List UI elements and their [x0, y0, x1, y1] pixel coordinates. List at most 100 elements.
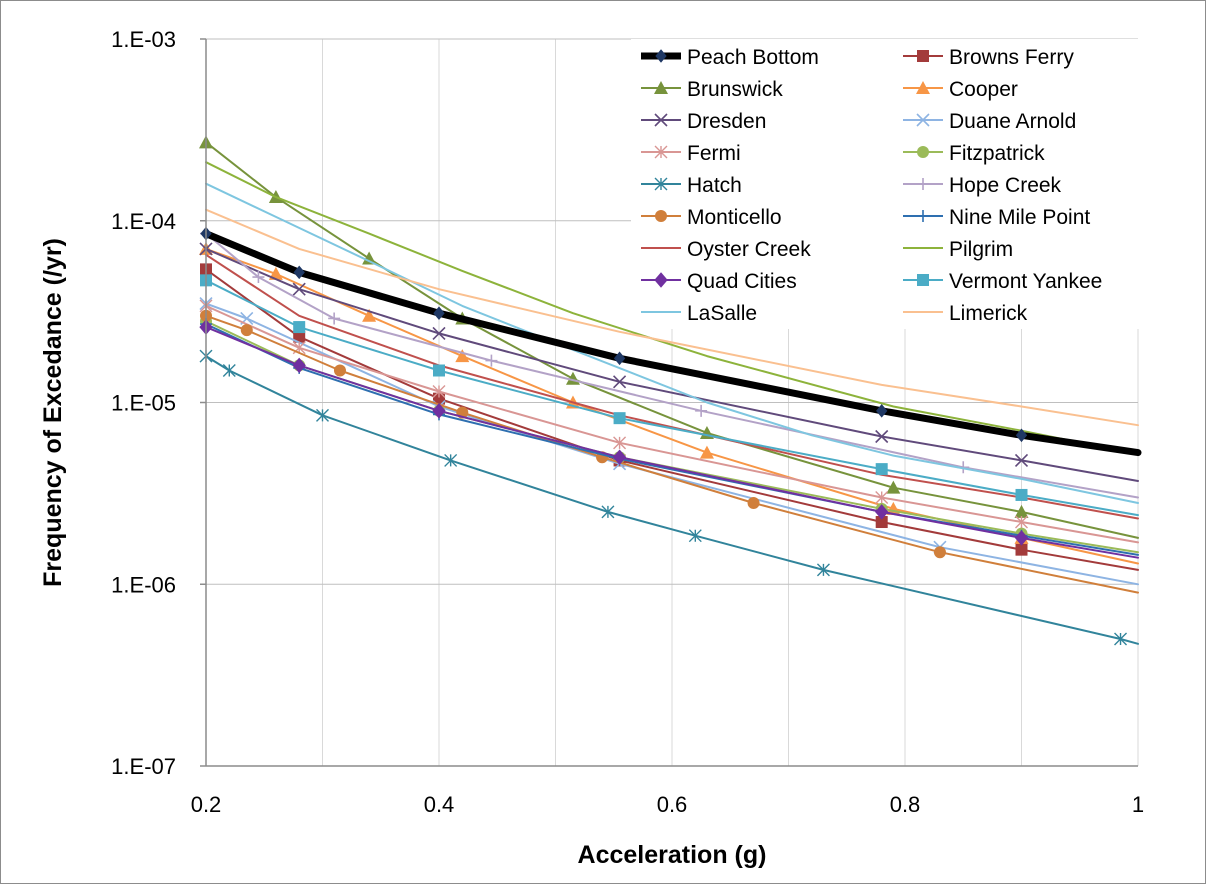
legend-label: Hatch [687, 174, 742, 197]
data-point [875, 429, 889, 444]
series-nine-mile-point [200, 318, 1139, 556]
legend-entry-browns-ferry: Browns Ferry [903, 46, 1074, 69]
series-quad-cities [199, 319, 1139, 559]
data-point [432, 326, 446, 340]
data-point [433, 306, 445, 320]
legend-entry-limerick: Limerick [903, 302, 1028, 325]
y-tick-label: 1.E-04 [111, 209, 176, 234]
legend-swatch-marker [654, 145, 668, 159]
data-point [875, 504, 889, 520]
legend-label: Browns Ferry [949, 46, 1074, 69]
data-point [816, 563, 830, 577]
legend-swatch-marker [654, 272, 668, 288]
data-point [1014, 453, 1029, 467]
data-point [613, 412, 626, 425]
legend-label: LaSalle [687, 302, 757, 325]
legend-entry-lasalle: LaSalle [641, 302, 757, 325]
data-point [222, 364, 236, 377]
series-line-duane-arnold [205, 302, 1139, 586]
data-point [292, 357, 306, 374]
legend-label: Quad Cities [687, 270, 797, 293]
legend-entry-oyster-creek: Oyster Creek [641, 238, 811, 261]
data-point [252, 271, 265, 284]
data-point [933, 546, 946, 559]
x-tick-label: 0.8 [890, 792, 921, 817]
x-tick-label: 0.6 [657, 792, 688, 817]
data-point [293, 265, 305, 280]
series-lasalle [205, 182, 1139, 504]
legend-entry-monticello: Monticello [641, 206, 782, 229]
data-point [362, 251, 377, 265]
data-point [876, 404, 888, 418]
legend-entry-cooper: Cooper [903, 78, 1018, 101]
legend-swatch-marker [917, 146, 929, 158]
data-point [455, 349, 470, 363]
legend-swatch-marker [917, 210, 929, 222]
data-point [613, 375, 627, 389]
data-point [433, 364, 445, 377]
legend-swatch-marker [917, 178, 929, 190]
y-axis-title: Frequency of Excedance (/yr) [39, 238, 67, 587]
legend-label: Fermi [687, 142, 741, 165]
legend-entry-dresden: Dresden [641, 110, 766, 133]
legend-label: Limerick [949, 302, 1028, 325]
data-point [485, 354, 498, 367]
x-tick-label: 0.2 [191, 792, 222, 817]
data-point [612, 449, 627, 465]
legend-label: Cooper [949, 78, 1018, 101]
legend-swatch-marker [654, 81, 668, 94]
data-point [433, 392, 445, 405]
legend-entry-pilgrim: Pilgrim [903, 238, 1013, 261]
legend-entry-hope-creek: Hope Creek [903, 174, 1062, 197]
legend: Peach Bottom Browns Ferry Brunswick Cooper D… [631, 39, 1139, 329]
series-pilgrim [205, 161, 1139, 456]
data-point [613, 351, 626, 366]
legend-label: Fitzpatrick [949, 142, 1045, 165]
y-tick-label: 1.E-07 [111, 754, 176, 779]
data-point [1015, 543, 1028, 556]
data-point [1014, 504, 1029, 518]
legend-swatch-marker [917, 50, 929, 62]
legend-label: Oyster Creek [687, 238, 811, 261]
legend-label: Monticello [687, 206, 782, 229]
data-point [293, 321, 306, 334]
series-vermont-yankee [200, 274, 1139, 517]
data-point [1014, 530, 1029, 546]
y-tick-label: 1.E-06 [111, 572, 176, 597]
legend-entry-hatch: Hatch [641, 174, 742, 197]
legend-entry-duane-arnold: Duane Arnold [903, 110, 1076, 133]
data-point [293, 330, 306, 343]
legend-swatch-marker [654, 113, 668, 127]
data-point [613, 436, 627, 450]
data-point [875, 516, 888, 529]
legend-swatch-marker [655, 210, 667, 222]
series-line-pilgrim [205, 161, 1139, 456]
series-line-limerick [205, 208, 1139, 427]
legend-label: Peach Bottom [687, 46, 819, 69]
legend-label: Pilgrim [949, 238, 1013, 261]
data-point [362, 308, 377, 322]
legend-entry-quad-cities: Quad Cities [641, 270, 797, 293]
data-point [601, 505, 615, 519]
data-point [1015, 515, 1028, 529]
series-limerick [205, 208, 1139, 427]
legend-label: Hope Creek [949, 174, 1062, 197]
data-point [444, 453, 458, 467]
legend-entry-nine-mile-point: Nine Mile Point [903, 206, 1090, 229]
legend-label: Nine Mile Point [949, 206, 1090, 229]
legend-entry-peach-bottom: Peach Bottom [641, 46, 819, 69]
x-tick-label: 1 [1132, 792, 1144, 817]
series-monticello [200, 309, 1139, 594]
legend-swatch-marker [916, 113, 930, 127]
y-tick-label: 1.E-05 [111, 391, 176, 416]
data-point [747, 496, 760, 509]
data-point [688, 529, 702, 543]
series-hatch [199, 349, 1139, 646]
data-point [316, 408, 329, 422]
legend-swatch-marker [655, 49, 667, 63]
data-point [699, 445, 714, 459]
y-tick-label: 1.E-03 [111, 27, 176, 52]
series-dresden [199, 242, 1139, 482]
